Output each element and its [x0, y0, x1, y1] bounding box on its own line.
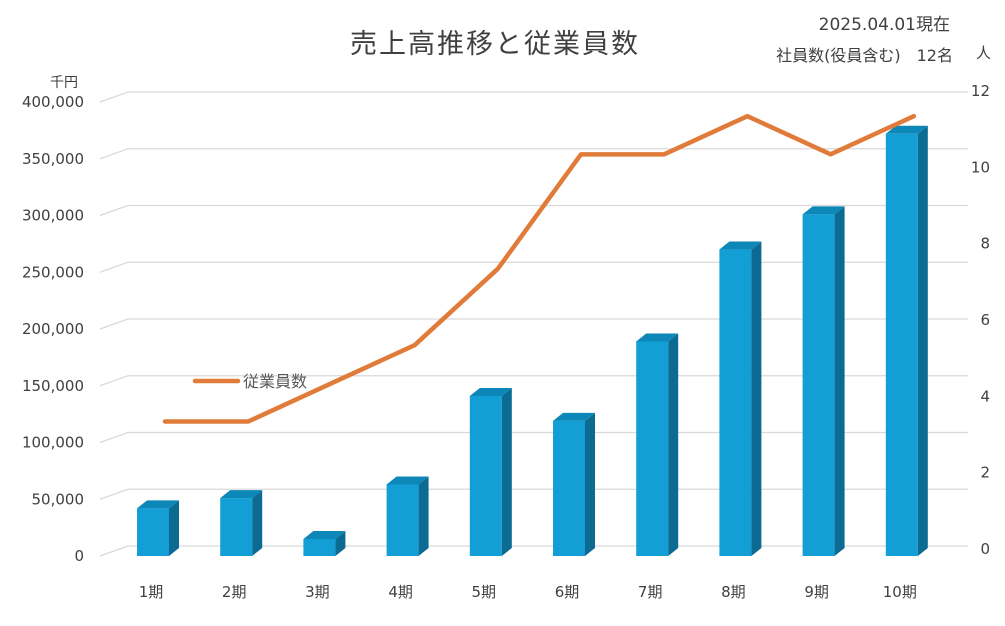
bar-side	[917, 125, 928, 556]
left-axis-tick-label: 350,000	[22, 150, 84, 168]
category-label: 4期	[388, 583, 413, 601]
left-axis-tick-label: 400,000	[22, 93, 84, 111]
left-axis-unit: 千円	[50, 75, 78, 91]
chart-title: 売上高推移と従業員数	[350, 29, 640, 60]
bar	[469, 387, 512, 556]
bar	[220, 490, 263, 556]
category-label: 5期	[472, 583, 497, 601]
category-labels: 1期 2期 3期 4期 5期 6期 7期 8期 9期 10期	[139, 583, 917, 601]
as-of-date: 2025.04.01現在	[818, 15, 950, 35]
grid-line	[99, 545, 968, 557]
bar-side	[501, 387, 512, 556]
right-axis-tick-label: 2	[980, 464, 990, 482]
employee-count: 社員数(役員含む) 12名	[776, 46, 953, 65]
category-label: 1期	[139, 583, 164, 601]
legend-label: 従業員数	[243, 372, 307, 391]
bar-side	[585, 412, 595, 556]
bar-side	[169, 500, 179, 556]
grid-line	[99, 318, 968, 330]
bar	[303, 530, 346, 556]
bar-front	[719, 249, 752, 557]
bar-top	[220, 490, 263, 499]
category-label: 2期	[222, 583, 247, 601]
bar-top	[802, 206, 845, 215]
bar-side	[834, 206, 845, 557]
bar	[553, 412, 595, 556]
grid-line	[99, 488, 968, 500]
left-axis-tick-label: 150,000	[22, 377, 84, 395]
bar-top	[719, 241, 762, 250]
bar-front	[636, 341, 669, 556]
right-axis-tick-label: 4	[980, 387, 990, 405]
grid-line	[99, 148, 968, 160]
bar	[719, 241, 762, 557]
right-axis-tick-label: 0	[980, 540, 990, 558]
bar-front	[885, 133, 918, 556]
left-axis-tick-label: 300,000	[22, 207, 84, 225]
bar-side	[335, 530, 346, 556]
category-label: 7期	[638, 583, 663, 601]
bar-side	[252, 490, 263, 556]
left-axis-tick-label: 50,000	[32, 490, 85, 508]
bar-front	[220, 498, 253, 556]
grid-line	[99, 431, 968, 444]
legend: 従業員数	[192, 372, 307, 391]
bar-top	[636, 333, 679, 342]
bar	[885, 125, 928, 556]
category-label: 8期	[721, 583, 746, 601]
bar-front	[137, 508, 169, 556]
bar-top	[469, 387, 512, 396]
bar-side	[751, 241, 762, 557]
bar	[137, 500, 179, 556]
bar-top	[137, 500, 179, 509]
right-axis-tick-label: 6	[980, 311, 990, 329]
left-axis-tick-label: 100,000	[22, 434, 84, 452]
bar	[386, 476, 429, 556]
bar-top	[386, 476, 429, 485]
category-label: 6期	[555, 583, 580, 601]
bar	[636, 333, 679, 556]
grid-lines	[99, 91, 968, 557]
right-axis-unit: 人	[976, 44, 992, 62]
left-axis-tick-label: 200,000	[22, 320, 84, 338]
bar-front	[553, 420, 585, 556]
bar-front	[469, 395, 502, 556]
left-axis-ticks: 0 50,000 100,000 150,000 200,000 250,000 300,0…	[22, 93, 84, 565]
bar-front	[386, 484, 419, 556]
employee-line	[162, 113, 917, 424]
category-label: 3期	[305, 583, 330, 601]
bar	[802, 206, 845, 557]
category-label: 10期	[883, 583, 917, 601]
grid-line	[99, 91, 968, 103]
bar-top	[553, 412, 595, 421]
left-axis-tick-label: 250,000	[22, 263, 84, 281]
right-axis-tick-label: 10	[971, 158, 990, 176]
bar-top	[303, 530, 346, 539]
right-axis-tick-label: 8	[980, 235, 990, 253]
grid-line	[99, 204, 968, 217]
right-axis-ticks: 0 2 4 6 8 10 12	[971, 82, 990, 558]
grid-line	[99, 261, 968, 273]
bar-side	[668, 333, 679, 556]
bar-top	[885, 125, 928, 134]
bar-series	[137, 125, 928, 557]
right-axis-tick-label: 12	[971, 82, 990, 100]
left-axis-tick-label: 0	[74, 547, 84, 565]
category-label: 9期	[804, 583, 829, 601]
grid-line	[99, 375, 968, 387]
bar-front	[303, 538, 336, 556]
bar-front	[802, 214, 835, 557]
bar-side	[418, 476, 429, 556]
employee-line-series	[162, 113, 917, 424]
